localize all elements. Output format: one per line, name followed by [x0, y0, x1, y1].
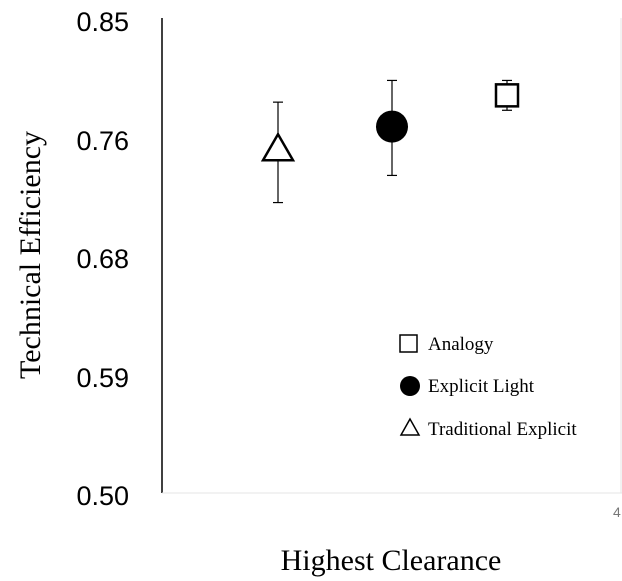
data-point-square [494, 83, 520, 108]
data-marks [260, 79, 520, 204]
x-axis-title: Highest Clearance [281, 544, 502, 577]
legend-label: Traditional Explicit [428, 419, 577, 440]
y-axis-title: Technical Efficiency [14, 131, 47, 379]
legend-label: Explicit Light [428, 376, 535, 397]
data-point-triangle [260, 131, 296, 162]
legend-marker-circle [400, 376, 420, 396]
y-tick-label: 0.85 [76, 7, 129, 37]
data-point-circle [376, 110, 408, 143]
y-tick-label: 0.59 [76, 363, 129, 393]
y-tick-label: 0.68 [76, 244, 129, 274]
legend-label: Analogy [428, 334, 494, 355]
legend-marker-triangle [399, 417, 421, 436]
legend-marker-square [399, 334, 418, 353]
x-tick-label: 4 [613, 504, 621, 520]
y-tick-label: 0.76 [76, 126, 129, 156]
legend: Analogy Explicit Light Traditional Expli… [399, 334, 577, 440]
y-tick-label: 0.50 [76, 481, 129, 511]
